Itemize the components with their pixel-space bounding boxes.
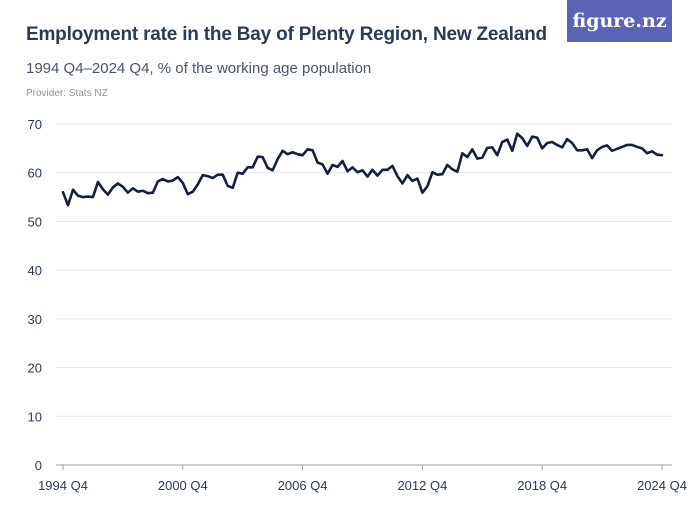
y-tick-label: 10	[28, 409, 42, 424]
y-axis-ticks: 0 10 20 30 40 50 60 70	[28, 117, 42, 473]
x-tick-label: 2006 Q4	[278, 478, 328, 493]
y-tick-label: 40	[28, 263, 42, 278]
chart-title: Employment rate in the Bay of Plenty Reg…	[26, 24, 547, 45]
x-tick-label: 1994 Q4	[38, 478, 88, 493]
x-tick-label: 2024 Q4	[637, 478, 687, 493]
figure-nz-logo[interactable]: figure.nz	[567, 0, 672, 42]
series-line-employment-rate	[61, 132, 664, 207]
x-tick-label: 2012 Q4	[397, 478, 447, 493]
data-provider: Provider: Stats NZ	[26, 88, 108, 99]
x-axis-ticks: 1994 Q4 2000 Q4 2006 Q4 2012 Q4 2018 Q4 2024 …	[38, 465, 687, 493]
series-layer	[61, 132, 664, 207]
y-tick-label: 20	[28, 361, 42, 376]
chart-subtitle: 1994 Q4–2024 Q4, % of the working age po…	[26, 60, 372, 77]
y-tick-label: 50	[28, 214, 42, 229]
gridlines	[56, 123, 672, 466]
x-tick-label: 2000 Q4	[158, 478, 208, 493]
y-tick-label: 70	[28, 117, 42, 132]
y-tick-label: 60	[28, 166, 42, 181]
y-tick-label: 0	[35, 458, 42, 473]
y-tick-label: 30	[28, 312, 42, 327]
x-tick-label: 2018 Q4	[517, 478, 567, 493]
